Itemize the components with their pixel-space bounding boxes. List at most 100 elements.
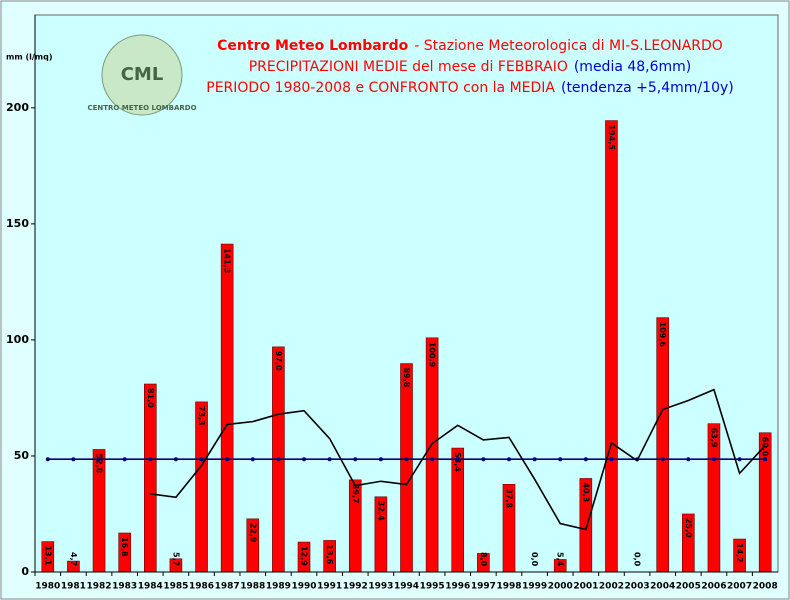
bar [143,383,157,573]
logo: CML CENTRO METEO LOMBARDO [87,34,197,116]
line-marker [250,457,255,462]
x-tick-label: 1996 [445,582,470,592]
x-tick-label: 1988 [240,582,265,592]
x-tick-label: 1999 [522,582,547,592]
value-label: 12,9 [300,546,309,566]
x-tick-label: 2004 [650,582,675,592]
x-tick-label: 1980 [35,582,60,592]
y-axis-label: mm (l/mq) [6,53,53,62]
value-label: 53,4 [453,452,462,472]
value-label: 8,0 [479,552,488,567]
y-tick-label: 100 [6,333,29,346]
value-label: 81,0 [146,388,155,408]
x-tick-label: 1990 [291,582,316,592]
logo-disc [101,34,183,116]
line-marker [506,457,511,462]
value-label: 39,7 [351,484,360,504]
line-marker [225,457,230,462]
line-marker [558,457,563,462]
value-label: 89,8 [402,368,411,388]
x-tick-label: 1991 [317,582,342,592]
line-marker [97,457,102,462]
y-tick-label: 200 [6,101,29,114]
line-marker [711,457,716,462]
title-part: (tendenza +5,4mm/10y) [561,80,734,96]
bar [656,317,670,573]
x-tick-label: 1997 [471,582,496,592]
line-marker [378,457,383,462]
x-tick-label: 2005 [676,582,701,592]
x-tick-label: 1992 [343,582,368,592]
logo-ring: CENTRO METEO LOMBARDO [87,104,196,112]
line [150,388,766,531]
x-tick-label: 1986 [189,582,214,592]
value-label: 60,0 [761,437,770,457]
title-part: Centro Meteo Lombardo [217,38,408,54]
x-tick-label: 1987 [215,582,240,592]
line-marker [660,457,665,462]
bar [220,243,234,573]
x-tick-label: 2007 [727,582,752,592]
x-tick-label: 1983 [112,582,137,592]
value-label: 100,9 [428,342,437,368]
x-tick-label: 2008 [753,582,778,592]
value-label: 4,7 [69,552,78,566]
value-label: 22,9 [248,523,257,543]
line-marker [327,457,332,462]
line-marker [173,457,178,462]
x-tick-label: 1984 [138,582,163,592]
line-marker [148,457,153,462]
line-marker [199,457,204,462]
line-marker [686,457,691,462]
title-part: - Stazione Meteorologica di MI-S.LEONARD… [414,38,723,54]
value-label: 32,4 [376,501,385,521]
x-tick-label: 2003 [625,582,650,592]
line-marker [276,457,281,462]
x-tick-label: 1998 [496,582,521,592]
value-label: 52,8 [95,453,104,473]
line-marker [122,457,127,462]
line-marker [71,457,76,462]
y-tick-label: 50 [14,449,30,462]
line-marker [609,457,614,462]
x-tick-label: 1993 [368,582,393,592]
value-label: 13,1 [43,546,52,566]
line-marker [737,457,742,462]
y-tick-label: 0 [21,565,29,578]
value-label: 5,4 [556,552,565,567]
bar [605,120,618,573]
line-marker [430,457,435,462]
x-tick-label: 2006 [701,582,726,592]
x-tick-label: 2001 [573,582,598,592]
line-marker [404,457,409,462]
bar [400,363,413,573]
value-label: 14,2 [735,543,744,563]
line-marker [455,457,460,462]
x-tick-label: 1985 [163,582,188,592]
value-label: 63,9 [709,428,718,448]
value-label: 0,0 [633,552,642,567]
value-label: 97,0 [274,351,283,371]
value-label: 109,6 [658,322,667,348]
value-label: 40,3 [581,482,590,502]
logo-initials: CML [121,64,164,85]
value-label: 194,5 [607,125,616,151]
chart-title: PRECIPITAZIONI MEDIE del mese di FEBBRAI… [249,59,692,75]
value-label: 73,3 [197,406,206,426]
x-tick-label: 2000 [548,582,573,592]
line-marker [302,457,307,462]
chart-title: PERIODO 1980-2008 e CONFRONTO con la MED… [206,80,733,96]
x-tick-label: 1981 [61,582,86,592]
chart-title: Centro Meteo Lombardo - Stazione Meteorol… [217,38,723,54]
value-label: 25,0 [684,518,693,538]
x-tick-label: 2002 [599,582,624,592]
bar [195,401,208,573]
x-tick-label: 1995 [420,582,445,592]
title-part: (media 48,6mm) [574,59,691,75]
y-tick-label: 150 [6,217,29,230]
x-tick-label: 1994 [394,582,419,592]
line-marker [45,457,50,462]
x-tick-label: 1982 [87,582,112,592]
line-marker [763,457,768,462]
